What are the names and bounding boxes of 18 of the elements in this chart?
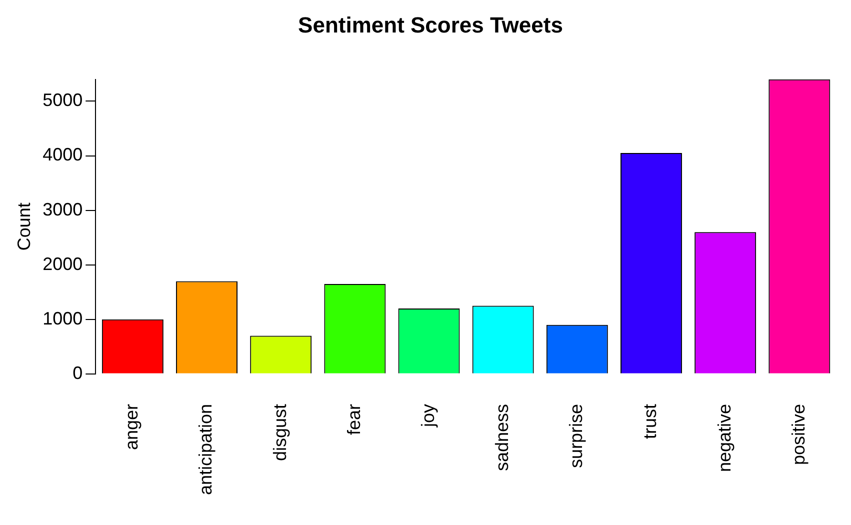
x-tick-label: positive bbox=[788, 404, 808, 465]
x-tick-label: trust bbox=[640, 404, 660, 439]
x-tick-label: fear bbox=[344, 404, 364, 435]
y-tick-label: 5000 bbox=[42, 90, 83, 110]
chart-title: Sentiment Scores Tweets bbox=[298, 12, 563, 38]
y-tick-label: 3000 bbox=[42, 199, 83, 220]
x-tick-label: joy bbox=[418, 404, 438, 428]
y-tick-label: 0 bbox=[72, 362, 83, 383]
x-tick-label: sadness bbox=[492, 404, 512, 471]
y-tick-label: 2000 bbox=[42, 254, 83, 274]
x-tick-label: disgust bbox=[270, 404, 290, 461]
x-tick-label: anticipation bbox=[196, 404, 216, 496]
y-tick-label: 1000 bbox=[42, 308, 83, 328]
x-tick-label: negative bbox=[714, 404, 734, 472]
y-axis-title: Count bbox=[14, 202, 34, 251]
x-tick-label: anger bbox=[122, 404, 142, 450]
y-tick-label: 4000 bbox=[42, 144, 83, 165]
x-tick-label: surprise bbox=[566, 404, 586, 468]
